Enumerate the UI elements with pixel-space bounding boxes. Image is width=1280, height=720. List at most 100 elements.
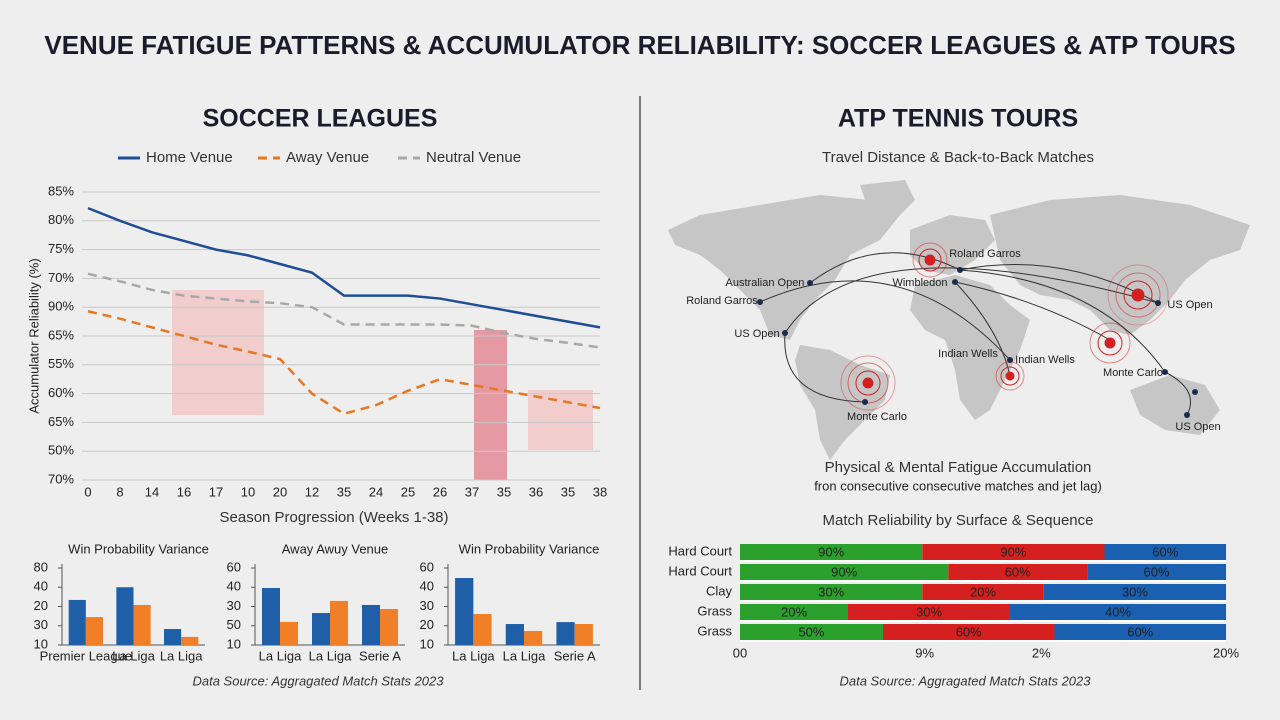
y-tick-label: 80%	[48, 212, 74, 227]
x-tick-label: 37	[465, 484, 479, 499]
bar-segment	[740, 564, 949, 580]
chart-title: Match Reliability by Surface & Sequence	[823, 512, 1094, 529]
y-tick-label: Hard Court	[668, 563, 732, 578]
bar-segment	[882, 624, 1055, 640]
bar	[330, 600, 348, 645]
bar-segment	[922, 544, 1105, 560]
bar-segment	[848, 604, 1010, 620]
chart-title: Win Probability Variance	[68, 541, 209, 556]
series-line	[87, 206, 601, 329]
x-tick-label: La Liga	[452, 648, 495, 663]
bar	[116, 587, 134, 645]
bar-segment	[922, 584, 1044, 600]
x-tick-label: La Liga	[259, 648, 302, 663]
x-tick-label: 8	[116, 484, 123, 499]
fatigue-zone	[528, 390, 593, 450]
map-label: Roland Garros	[686, 295, 758, 307]
y-tick-label: 50%	[48, 443, 74, 458]
legend-label: Home Venue	[146, 149, 233, 166]
right-footer: Data Source: Aggragated Match Stats 2023	[839, 673, 1091, 688]
map-label: Australian Open	[726, 277, 805, 289]
x-tick-label: 25	[401, 484, 415, 499]
bar-segment	[948, 564, 1088, 580]
value-label: 60%	[1152, 544, 1178, 559]
y-tick-label: 40	[420, 579, 434, 594]
y-tick-label: 65%	[48, 327, 74, 342]
y-tick-label: 70%	[48, 471, 74, 486]
x-tick-label: 35	[337, 484, 351, 499]
y-tick-label: 20	[34, 598, 48, 613]
x-tick-label: 17	[209, 484, 223, 499]
world-map	[668, 180, 1250, 460]
x-tick-label: La Liga	[112, 648, 155, 663]
x-tick-label: La Liga	[503, 648, 546, 663]
x-tick-label: Serie A	[554, 648, 596, 663]
value-label: 90%	[831, 564, 857, 579]
x-tick-label: 38	[593, 484, 607, 499]
note-text: fron consecutive consecutive matches and…	[814, 478, 1102, 493]
y-tick-label: 40	[34, 579, 48, 594]
y-axis-title: Accumulator Reliability (%)	[26, 258, 41, 413]
y-tick-label: 60	[420, 559, 434, 574]
left-footer: Data Source: Aggragated Match Stats 2023	[192, 673, 444, 688]
map-label: Wimbledon	[892, 277, 947, 289]
bar	[312, 613, 330, 645]
note-title: Physical & Mental Fatigue Accumulation	[825, 459, 1092, 476]
value-label: 40%	[1105, 604, 1131, 619]
y-tick-label: 75%	[48, 241, 74, 256]
x-tick-label: 35	[561, 484, 575, 499]
map-label: Indian Wells	[938, 348, 998, 360]
map-label: Monte Carlo	[847, 411, 907, 423]
x-tick-label: 26	[433, 484, 447, 499]
bar	[556, 622, 575, 645]
bar-segment	[1010, 604, 1226, 620]
left-heading: SOCCER LEAGUES	[203, 105, 438, 133]
bar	[455, 578, 474, 645]
x-tick-label: 10	[241, 484, 255, 499]
x-tick-label: 9%	[915, 645, 934, 660]
value-label: 50%	[798, 624, 824, 639]
y-tick-label: Hard Court	[668, 543, 732, 558]
value-label: 30%	[1122, 584, 1148, 599]
bar	[181, 636, 199, 645]
bar-segment	[740, 604, 848, 620]
x-axis-title: Season Progression (Weeks 1-38)	[220, 509, 449, 526]
value-label: 30%	[818, 584, 844, 599]
right-heading: ATP TENNIS TOURS	[838, 105, 1078, 133]
bar-segment	[740, 624, 883, 640]
map-label: Roland Garros	[949, 248, 1021, 260]
bar-segment	[740, 544, 923, 560]
y-tick-label: 40	[227, 579, 241, 594]
y-tick-label: 90%	[48, 299, 74, 314]
chart-title: Win Probability Variance	[459, 541, 600, 556]
x-tick-label: 12	[305, 484, 319, 499]
bar	[380, 609, 398, 645]
series-line	[87, 272, 601, 349]
value-label: 90%	[818, 544, 844, 559]
x-tick-label: 2%	[1032, 645, 1051, 660]
bar	[574, 624, 593, 645]
y-tick-label: 30	[227, 598, 241, 613]
y-tick-label: Clay	[706, 583, 733, 598]
y-tick-label: 80	[34, 559, 48, 574]
x-tick-label: 24	[369, 484, 383, 499]
x-tick-label: 36	[529, 484, 543, 499]
map-label: US Open	[1167, 299, 1212, 311]
x-tick-label: 00	[733, 645, 747, 660]
map-label: Indian Wells	[1015, 354, 1075, 366]
bar	[505, 624, 524, 645]
bar	[68, 599, 86, 645]
bar	[85, 617, 103, 645]
value-label: 60%	[1144, 564, 1170, 579]
x-tick-label: 20	[273, 484, 287, 499]
x-tick-label: La Liga	[160, 648, 203, 663]
x-tick-label: 14	[145, 484, 159, 499]
fatigue-rings	[840, 242, 1169, 411]
y-tick-label: 60%	[48, 385, 74, 400]
x-tick-label: 35	[497, 484, 511, 499]
fatigue-zone	[474, 330, 507, 480]
bar	[133, 604, 151, 645]
bar-segment	[1054, 624, 1226, 640]
bar	[524, 630, 543, 645]
